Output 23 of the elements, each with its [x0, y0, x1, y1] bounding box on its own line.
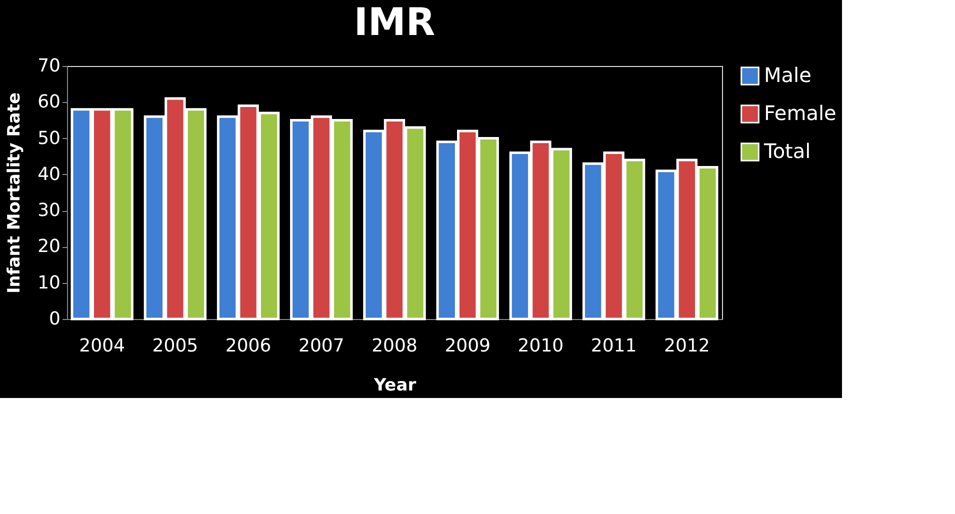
y-axis-title: Infant Mortality Rate [4, 92, 25, 294]
x-axis-title: Year [372, 376, 417, 396]
x-tick-label: 2007 [298, 336, 344, 356]
x-tick-label: 2005 [152, 336, 198, 356]
y-tick-label: 20 [38, 236, 60, 258]
x-tick-label: 2012 [664, 336, 710, 356]
y-tick-label: 50 [38, 128, 60, 149]
y-tick-label: 70 [38, 56, 60, 76]
x-tick-label: 2004 [79, 336, 125, 356]
y-tick-label: 10 [38, 272, 60, 294]
y-tick-label: 0 [49, 308, 60, 330]
x-tick-label: 2010 [518, 336, 564, 356]
legend-label: Female [764, 101, 836, 125]
y-tick-label: 60 [38, 92, 60, 113]
x-tick-label: 2008 [372, 336, 418, 356]
y-tick-label: 30 [38, 200, 60, 222]
chart-title: IMR [354, 0, 436, 44]
x-tick-label: 2011 [590, 336, 637, 356]
x-tick-label: 2009 [444, 336, 491, 356]
legend-label: Total [763, 139, 811, 163]
legend-label: Male [764, 63, 812, 87]
x-tick-label: 2006 [225, 336, 272, 356]
y-tick-label: 40 [38, 164, 60, 185]
